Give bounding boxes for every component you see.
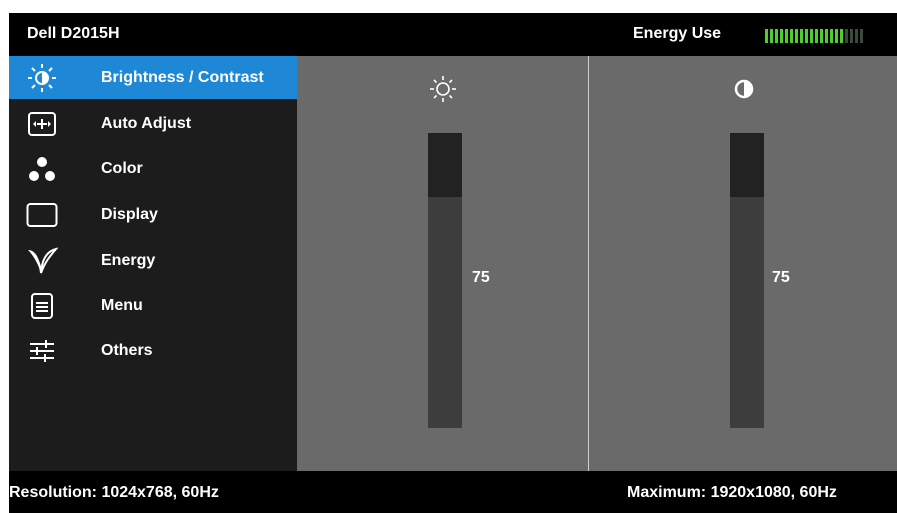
maximum-resolution: Maximum: 1920x1080, 60Hz [627,484,837,501]
energy-meter-segment [825,29,828,43]
menu-item-brightness-contrast[interactable]: Brightness / Contrast [9,56,297,99]
energy-meter-segment [805,29,808,43]
menu-item-others[interactable]: Others [9,329,297,372]
menu-item-auto-adjust[interactable]: Auto Adjust [9,102,297,145]
brightness-value: 75 [472,269,490,286]
energy-meter-segment [850,29,853,43]
osd-sidebar-menu: Brightness / Contrast Auto Adjust [9,56,297,471]
energy-use-meter [765,29,863,43]
energy-meter-segment [785,29,788,43]
osd-footer: Resolution: 1024x768, 60Hz Maximum: 1920… [9,471,897,513]
menu-item-energy[interactable]: Energy [9,239,297,282]
energy-use-label: Energy Use [633,25,722,42]
energy-meter-segment [835,29,838,43]
menu-item-label: Display [101,206,158,223]
energy-meter-segment [815,29,818,43]
auto-adjust-icon [25,109,59,139]
menu-item-color[interactable]: Color [9,147,297,190]
energy-meter-segment [775,29,778,43]
contrast-slider[interactable] [730,133,764,428]
menu-item-label: Energy [101,252,156,269]
contrast-value: 75 [772,269,790,286]
contrast-slider-remaining [730,133,764,197]
energy-meter-segment [845,29,848,43]
energy-meter-segment [840,29,843,43]
energy-meter-segment [780,29,783,43]
energy-meter-segment [820,29,823,43]
energy-meter-segment [765,29,768,43]
energy-meter-segment [855,29,858,43]
monitor-model-title: Dell D2015H [27,25,120,42]
brightness-slider[interactable] [428,133,462,428]
contrast-panel: 75 [589,56,897,471]
energy-meter-segment [810,29,813,43]
menu-item-label: Auto Adjust [101,115,192,132]
brightness-panel: 75 [297,56,588,471]
menu-item-display[interactable]: Display [9,193,297,236]
energy-meter-segment [770,29,773,43]
color-icon [25,154,59,184]
menu-item-label: Others [101,342,153,359]
others-sliders-icon [25,336,59,366]
brightness-icon [25,63,59,93]
energy-meter-segment [860,29,863,43]
panel-divider [588,56,589,471]
energy-meter-segment [790,29,793,43]
energy-meter-segment [800,29,803,43]
current-resolution: Resolution: 1024x768, 60Hz [9,484,219,501]
energy-leaf-icon [25,246,59,276]
display-icon [25,200,59,230]
brightness-slider-remaining [428,133,462,197]
menu-item-label: Menu [101,297,143,314]
monitor-osd: Dell D2015H Energy Use Brightness / Cont… [9,13,897,513]
osd-header: Dell D2015H Energy Use [9,13,897,56]
menu-icon [25,291,59,321]
energy-meter-segment [795,29,798,43]
sun-icon [426,72,460,106]
menu-item-menu[interactable]: Menu [9,284,297,327]
contrast-icon [727,72,761,106]
energy-meter-segment [830,29,833,43]
menu-item-label: Brightness / Contrast [101,69,264,86]
menu-item-label: Color [101,160,143,177]
